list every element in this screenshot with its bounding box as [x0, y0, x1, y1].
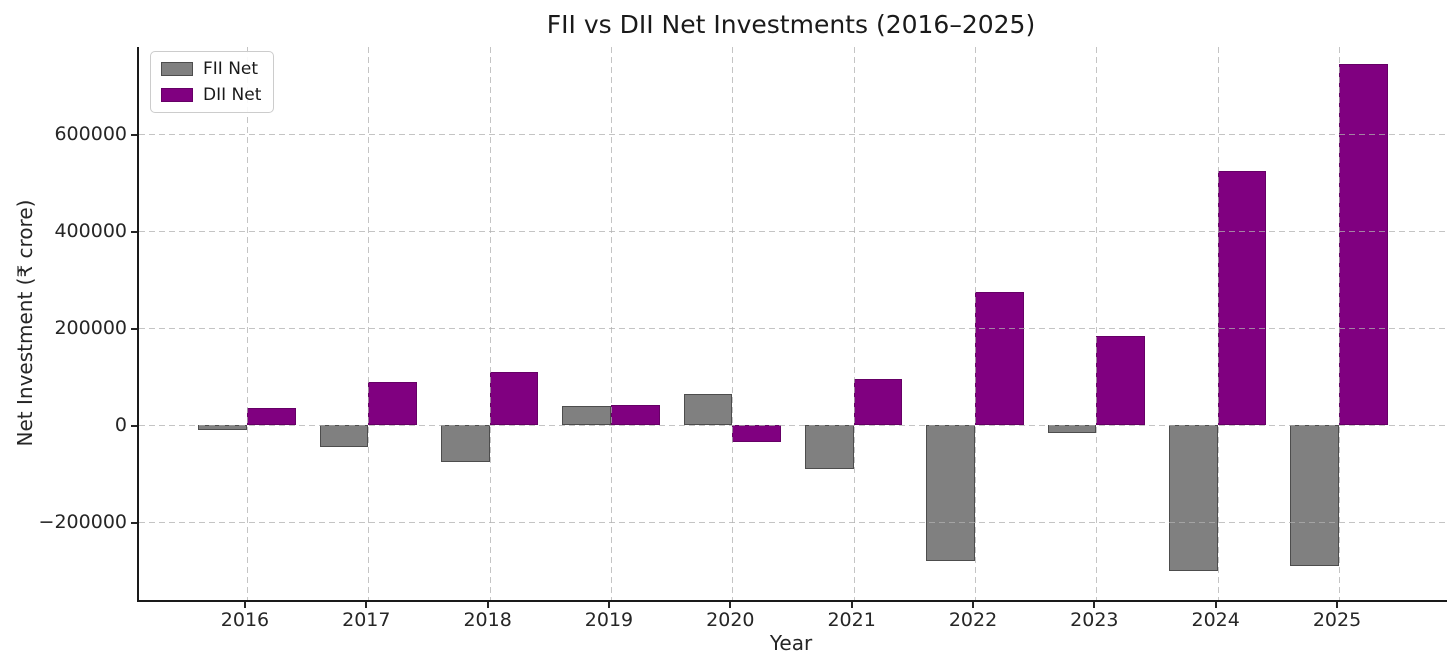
bar-dii-2024 [1217, 170, 1267, 426]
gridline-x-2016 [246, 47, 248, 600]
xtick-label: 2017 [342, 609, 391, 631]
ytick-mark [131, 231, 137, 234]
bar-dii-2016 [246, 408, 296, 426]
bar-fii-2023 [1047, 425, 1097, 433]
chart-title: FII vs DII Net Investments (2016–2025) [546, 10, 1036, 39]
xtick-mark [1214, 602, 1217, 608]
xtick-mark [243, 602, 246, 608]
ytick-label: 0 [114, 414, 127, 437]
legend-swatch-fii [161, 62, 193, 76]
xtick-mark [972, 602, 974, 608]
gridline-x-2020 [732, 47, 734, 600]
bar-dii-2025 [1339, 63, 1388, 426]
xtick-mark [607, 602, 610, 608]
gridline-y-400000 [139, 231, 1447, 233]
gridline-x-2018 [489, 47, 491, 600]
bar-dii-2021 [853, 379, 903, 426]
xtick-label: 2022 [948, 609, 998, 631]
gridline-x-2017 [368, 47, 370, 600]
bar-fii-2017 [319, 425, 369, 448]
legend-item-fii: FII Net [161, 59, 261, 79]
xtick-label: 2025 [1312, 609, 1362, 631]
gridline-y-0 [139, 425, 1447, 427]
bar-dii-2019 [610, 404, 660, 426]
x-axis-label: Year [769, 631, 813, 655]
ytick-label: −200000 [38, 511, 127, 534]
bar-dii-2022 [975, 291, 1024, 426]
xtick-label: 2020 [706, 609, 755, 631]
bar-fii-2024 [1169, 425, 1218, 571]
xtick-mark [486, 602, 489, 608]
ytick-label: 200000 [54, 317, 127, 340]
ytick-mark [131, 425, 137, 428]
xtick-label: 2024 [1191, 609, 1240, 631]
bar-fii-2025 [1290, 425, 1339, 567]
gridline-x-2025 [1339, 47, 1340, 600]
xtick-mark [729, 602, 732, 608]
bar-fii-2022 [926, 425, 975, 562]
bar-dii-2018 [489, 372, 539, 426]
plot-area: FII Net DII Net [137, 47, 1447, 602]
xtick-label: 2021 [827, 609, 876, 631]
ytick-mark [131, 134, 137, 137]
ytick-label: 400000 [54, 220, 127, 243]
ytick-label: 600000 [54, 123, 127, 146]
legend-label-dii: DII Net [203, 85, 262, 105]
ytick-mark [131, 328, 137, 331]
xtick-label: 2023 [1070, 609, 1119, 631]
gridline-y-600000 [139, 134, 1447, 136]
xtick-label: 2019 [584, 609, 634, 631]
bar-fii-2018 [441, 425, 490, 462]
legend: FII Net DII Net [150, 51, 275, 113]
gridline-x-2024 [1217, 47, 1219, 600]
legend-swatch-dii [161, 88, 193, 102]
ytick-mark [131, 522, 137, 525]
bar-dii-2023 [1096, 335, 1145, 426]
gridline-y--200000 [139, 522, 1447, 524]
xtick-label: 2016 [220, 609, 270, 631]
bar-fii-2020 [683, 393, 733, 426]
legend-label-fii: FII Net [203, 59, 259, 79]
bar-dii-2017 [368, 381, 417, 426]
gridline-x-2019 [610, 47, 612, 600]
bar-dii-2020 [732, 425, 781, 443]
gridline-x-2023 [1096, 47, 1098, 600]
legend-item-dii: DII Net [161, 85, 261, 105]
gridline-x-2022 [975, 47, 976, 600]
gridline-y-200000 [139, 328, 1447, 330]
bar-fii-2019 [562, 405, 611, 426]
xtick-mark [365, 602, 368, 608]
xtick-mark [1093, 602, 1096, 608]
bar-fii-2021 [805, 425, 854, 470]
gridline-x-2021 [853, 47, 855, 600]
xtick-mark [850, 602, 853, 608]
xtick-mark [1336, 602, 1338, 608]
xtick-label: 2018 [463, 609, 512, 631]
